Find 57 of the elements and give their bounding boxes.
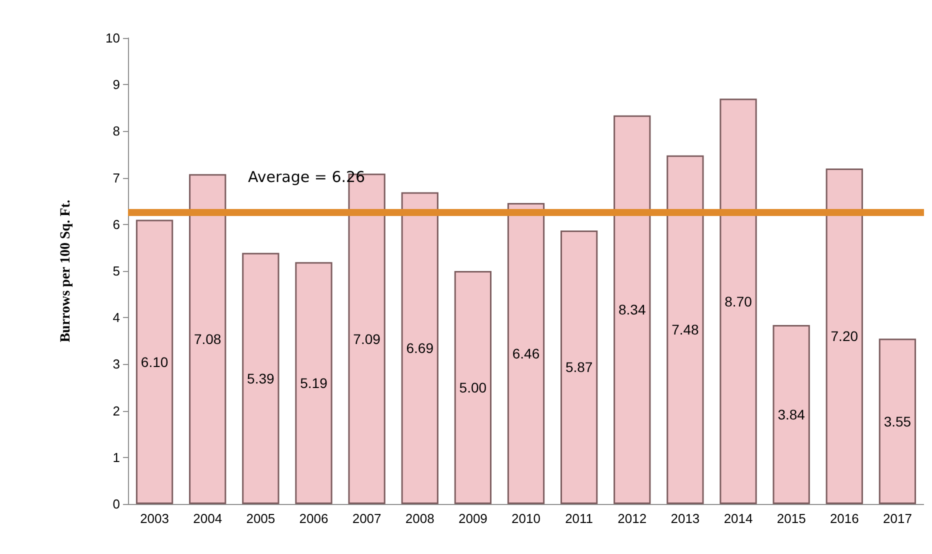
bar bbox=[295, 262, 332, 504]
bar bbox=[560, 230, 598, 504]
bar bbox=[666, 155, 704, 504]
data-label: 6.69 bbox=[406, 340, 434, 356]
y-tick-label: 10 bbox=[106, 30, 120, 46]
x-tick-label: 2004 bbox=[193, 511, 222, 526]
y-tick-label: 0 bbox=[112, 496, 120, 512]
x-tick-label: 2008 bbox=[405, 511, 434, 526]
x-tick-label: 2006 bbox=[299, 511, 328, 526]
data-label: 5.87 bbox=[565, 359, 593, 376]
y-tick-label: 1 bbox=[112, 450, 120, 465]
data-label: 6.10 bbox=[140, 354, 168, 370]
y-tick-label: 8 bbox=[112, 124, 120, 139]
x-tick-label: 2009 bbox=[458, 511, 488, 526]
x-tick-label: 2012 bbox=[618, 511, 647, 526]
data-label: 7.09 bbox=[353, 330, 381, 347]
bar bbox=[189, 174, 226, 504]
y-tick-label: 5 bbox=[112, 264, 120, 278]
x-tick-label: 2017 bbox=[883, 511, 912, 526]
data-label: 3.55 bbox=[884, 413, 912, 430]
y-tick-label: 7 bbox=[112, 170, 120, 186]
x-tick-label: 2003 bbox=[140, 511, 169, 526]
x-tick-label: 2014 bbox=[724, 511, 753, 526]
data-label: 7.20 bbox=[830, 328, 858, 344]
x-tick-label: 2005 bbox=[246, 511, 276, 526]
x-tick-label: 2015 bbox=[776, 511, 806, 526]
y-tick-label: 9 bbox=[112, 77, 120, 92]
bar bbox=[401, 192, 438, 504]
data-label: 5.39 bbox=[247, 370, 275, 386]
data-label: 7.08 bbox=[194, 331, 222, 348]
x-tick-label: 2016 bbox=[830, 511, 859, 526]
x-tick-label: 2011 bbox=[565, 511, 594, 526]
data-label: 5.19 bbox=[300, 375, 328, 392]
bar bbox=[772, 325, 810, 504]
x-tick-label: 2013 bbox=[670, 511, 700, 526]
bar bbox=[507, 202, 545, 504]
y-tick-label: 3 bbox=[112, 356, 120, 372]
bar bbox=[720, 98, 757, 504]
x-tick-label: 2010 bbox=[512, 511, 540, 526]
bar bbox=[136, 220, 174, 504]
x-tick-label: 2007 bbox=[352, 511, 382, 526]
data-label: 3.84 bbox=[778, 406, 806, 423]
y-tick-label: 4 bbox=[112, 310, 120, 326]
bar bbox=[242, 252, 280, 504]
y-tick-label: 2 bbox=[112, 403, 120, 418]
ref-line-label: Average = 6.26 bbox=[248, 168, 366, 186]
y-tick-label: 6 bbox=[112, 216, 120, 232]
data-label: 5.00 bbox=[459, 380, 487, 396]
data-label: 8.70 bbox=[724, 293, 752, 310]
data-label: 8.34 bbox=[618, 302, 646, 318]
y-axis-title: Burrows per 100 Sq. Ft. bbox=[58, 200, 74, 342]
bar bbox=[826, 168, 863, 504]
bar bbox=[454, 271, 492, 504]
bar bbox=[614, 115, 651, 504]
data-label: 7.48 bbox=[672, 322, 700, 338]
bar bbox=[878, 338, 916, 504]
data-label: 6.46 bbox=[512, 345, 540, 362]
